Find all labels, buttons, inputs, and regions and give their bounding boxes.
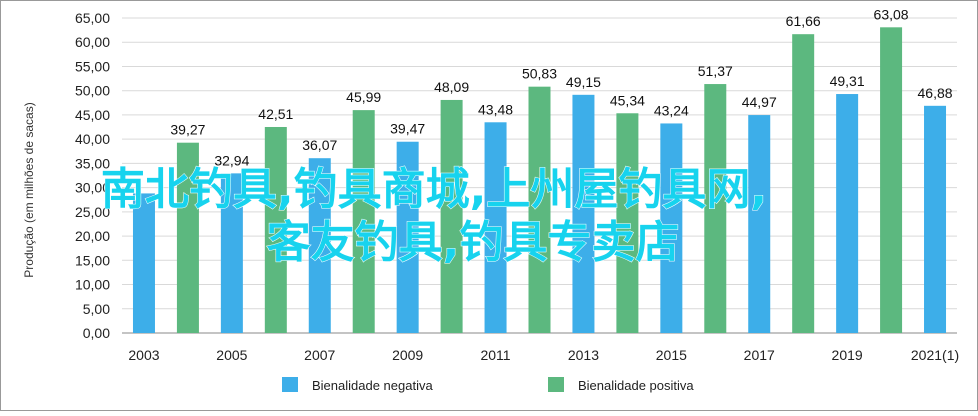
x-tick-label: 2005 xyxy=(216,347,247,363)
data-label: 48,09 xyxy=(434,79,469,95)
overlay-line-1: 南北钓具,钓具商城,上州屋钓具网, xyxy=(101,164,767,215)
data-label: 39,47 xyxy=(390,121,425,137)
x-tick-label: 2003 xyxy=(128,347,159,363)
data-label: 49,31 xyxy=(830,73,865,89)
x-tick-label: 2017 xyxy=(744,347,775,363)
y-tick-label: 20,00 xyxy=(75,228,110,244)
y-tick-label: 25,00 xyxy=(75,204,110,220)
bar-negativa xyxy=(924,105,947,333)
y-tick-label: 55,00 xyxy=(75,58,110,74)
watermark-overlay: 南北钓具,钓具商城,上州屋钓具网, 客友钓具,钓具专卖店 xyxy=(100,164,767,269)
y-tick-label: 10,00 xyxy=(75,277,110,293)
data-label: 50,83 xyxy=(522,66,557,82)
x-tick-label: 2021(1) xyxy=(911,347,959,363)
bar-positiva xyxy=(528,86,551,333)
x-tick-label: 2015 xyxy=(656,347,687,363)
y-tick-label: 50,00 xyxy=(75,83,110,99)
bar-positiva xyxy=(176,142,199,333)
y-tick-label: 15,00 xyxy=(75,252,110,268)
y-tick-label: 65,00 xyxy=(75,10,110,26)
overlay-line-2: 客友钓具,钓具专卖店 xyxy=(267,217,680,268)
y-axis-label: Produção (em milhões de sacas) xyxy=(22,102,36,277)
bar-positiva xyxy=(880,27,903,333)
bar-positiva xyxy=(792,34,815,333)
bar-positiva xyxy=(616,113,639,333)
bar-positiva xyxy=(704,84,727,334)
x-tick-label: 2013 xyxy=(568,347,599,363)
x-tick-label: 2009 xyxy=(392,347,423,363)
bar-negativa xyxy=(836,94,859,333)
x-tick-label: 2019 xyxy=(832,347,863,363)
y-tick-label: 45,00 xyxy=(75,107,110,123)
bar-negativa xyxy=(748,115,771,334)
legend-label: Bienalidade positiva xyxy=(578,378,694,393)
bar-negativa xyxy=(308,158,331,333)
bar-negativa xyxy=(132,193,155,333)
data-label: 43,24 xyxy=(654,102,689,118)
bar-negativa xyxy=(220,173,243,333)
data-label: 43,48 xyxy=(478,101,513,117)
data-label: 45,34 xyxy=(610,92,645,108)
y-tick-label: 5,00 xyxy=(83,301,110,317)
bar-positiva xyxy=(264,126,287,334)
data-label: 51,37 xyxy=(698,63,733,79)
x-tick-label: 2011 xyxy=(480,347,510,363)
data-label: 32,94 xyxy=(214,152,249,168)
legend-label: Bienalidade negativa xyxy=(312,378,433,393)
bar-negativa xyxy=(660,123,683,334)
y-tick-label: 30,00 xyxy=(75,180,110,196)
data-label: 61,66 xyxy=(786,13,821,29)
legend-swatch xyxy=(282,377,298,392)
legend-swatch xyxy=(548,377,564,392)
y-tick-label: 40,00 xyxy=(75,131,110,147)
data-label: 36,07 xyxy=(302,137,337,153)
data-label: 39,27 xyxy=(170,122,205,138)
y-tick-label: 0,00 xyxy=(83,325,110,341)
data-label: 45,99 xyxy=(346,89,381,105)
y-tick-label: 35,00 xyxy=(75,155,110,171)
data-label: 44,97 xyxy=(742,94,777,110)
bar-negativa xyxy=(396,141,419,333)
bar-negativa xyxy=(484,122,507,333)
data-label: 63,08 xyxy=(874,6,909,22)
x-tick-label: 2007 xyxy=(304,347,335,363)
data-label: 46,88 xyxy=(918,85,953,101)
bar-positiva xyxy=(440,99,463,334)
y-tick-label: 60,00 xyxy=(75,34,110,50)
data-label: 49,15 xyxy=(566,74,601,90)
bar-negativa xyxy=(572,94,595,333)
data-label: 42,51 xyxy=(258,106,293,122)
bar-positiva xyxy=(352,110,375,333)
